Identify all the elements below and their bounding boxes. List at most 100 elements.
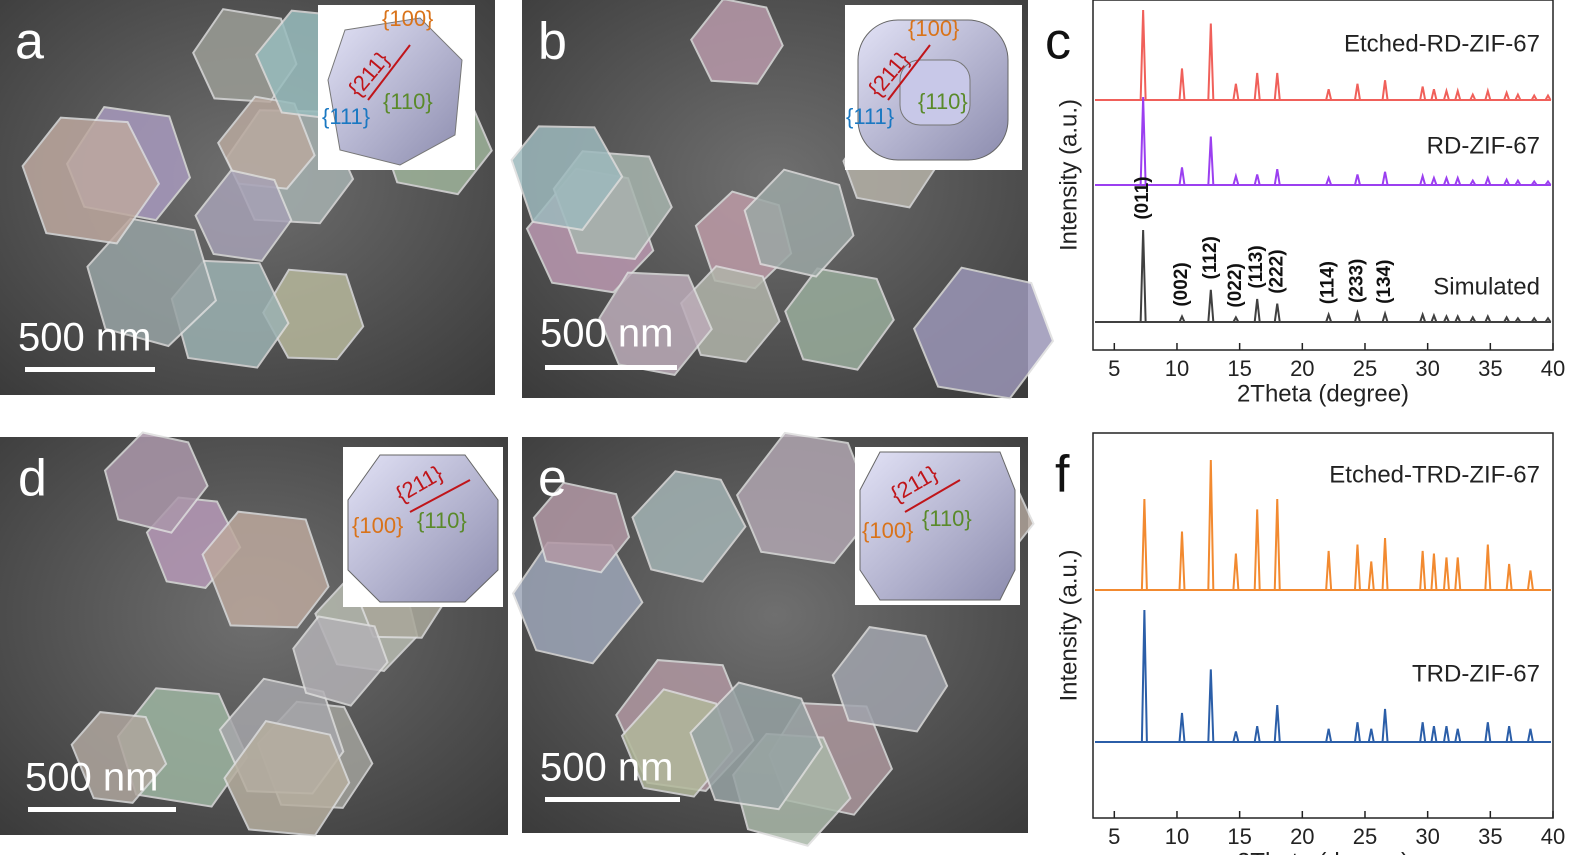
peak: [1381, 310, 1389, 323]
peak-index: (112): [1200, 236, 1221, 279]
particle: [510, 125, 624, 231]
particle: [735, 431, 877, 565]
scale-bar: [545, 797, 680, 802]
particle: [86, 217, 218, 348]
peak: [1273, 704, 1281, 743]
peak: [1353, 722, 1361, 743]
particle: [690, 0, 784, 85]
scale-bar-label: 500 nm: [540, 746, 673, 790]
scale-bar-label: 500 nm: [25, 756, 158, 800]
facet: {100}: [908, 16, 959, 41]
x-tick-label: 30: [1415, 824, 1439, 849]
peak: [1353, 83, 1361, 101]
x-tick-label: 10: [1165, 824, 1189, 849]
peak-index: (002): [1171, 262, 1192, 306]
x-tick-label: 15: [1227, 356, 1251, 381]
peak: [1325, 88, 1333, 101]
sem-panel-b: b {100} {211} {110} {111} 500 nm: [510, 0, 1055, 400]
peak: [1526, 728, 1534, 743]
particle: [21, 116, 161, 245]
peak: [1442, 87, 1450, 101]
x-tick-label: 15: [1227, 824, 1251, 849]
peak: [1469, 315, 1477, 323]
y-axis-label: Intensity (a.u.): [1055, 549, 1082, 701]
edge: [887, 44, 931, 101]
peak: [1454, 728, 1462, 743]
peak: [1353, 174, 1361, 186]
peak: [1232, 172, 1240, 186]
facet: {111}: [846, 104, 894, 129]
peak: [1544, 179, 1552, 186]
peak: [1442, 726, 1450, 743]
particle: [743, 168, 855, 278]
peak: [1526, 570, 1534, 591]
peak: [1514, 92, 1522, 101]
peak: [1139, 9, 1147, 101]
peak: [1454, 314, 1462, 323]
x-tick-label: 40: [1541, 824, 1565, 849]
peak: [1353, 544, 1361, 591]
peak: [1367, 561, 1375, 591]
plot-frame: [1092, 0, 1554, 351]
peak: [1253, 298, 1261, 323]
x-tick-label: 5: [1108, 356, 1120, 381]
x-axis-label: 2Theta (degree): [1237, 380, 1409, 407]
particle: [201, 510, 330, 629]
peak: [1178, 712, 1186, 743]
peak: [1207, 289, 1215, 323]
peak: [1454, 557, 1462, 591]
scale-bar-label: 500 nm: [18, 316, 151, 360]
peak: [1325, 311, 1333, 323]
peak: [1443, 174, 1450, 186]
peak: [1139, 96, 1147, 186]
polyhedron: [347, 454, 499, 603]
face: [899, 59, 971, 126]
peak-index: (222): [1266, 249, 1287, 293]
x-tick-label: 10: [1165, 356, 1189, 381]
facet: {100}: [382, 6, 433, 31]
peak: [1178, 167, 1186, 186]
peak: [1207, 136, 1215, 186]
sem-panel-a: a {100} {211} {110} {111} 500 nm: [0, 0, 495, 395]
peak-index: (134): [1374, 260, 1395, 304]
peak: [1503, 177, 1511, 186]
x-tick-label: 35: [1478, 356, 1502, 381]
peak: [1232, 553, 1240, 591]
peak-index: (114): [1318, 261, 1339, 304]
peak: [1530, 93, 1538, 101]
edge: [409, 479, 471, 513]
y-axis-label: Intensity (a.u.): [1055, 99, 1082, 251]
peak: [1505, 563, 1513, 591]
facet: {100}: [862, 518, 913, 543]
peak: [1253, 72, 1261, 101]
series-name: Simulated: [1433, 273, 1540, 300]
peak: [1484, 544, 1492, 591]
peak: [1232, 731, 1240, 743]
peak: [1354, 308, 1361, 323]
peak: [1514, 316, 1522, 323]
peak: [1544, 316, 1552, 323]
peak: [1484, 174, 1492, 186]
peak: [1430, 553, 1438, 591]
peak: [1469, 92, 1477, 101]
panel-label: e: [538, 450, 567, 508]
xrd-charts: c 5 10 15 20 25 30 35 40 2Theta (degree) Intensity…: [1045, 0, 1565, 855]
peak: [1381, 80, 1389, 101]
peak-index: (011): [1132, 176, 1153, 219]
x-tick-label: 40: [1541, 356, 1565, 381]
panel-label: c: [1045, 13, 1071, 71]
peak: [1484, 722, 1492, 743]
peak: [1253, 509, 1261, 591]
peak: [1381, 708, 1389, 743]
peak-index: (113): [1246, 245, 1267, 288]
peak: [1454, 174, 1462, 186]
particle: [223, 719, 351, 837]
edge: [904, 479, 961, 513]
peak: [1430, 726, 1438, 743]
peak: [1530, 316, 1538, 323]
peak: [1207, 669, 1215, 743]
peak: [1232, 83, 1240, 101]
scale-bar: [545, 365, 677, 370]
peak: [1140, 609, 1148, 743]
facet: {100}: [352, 513, 403, 538]
